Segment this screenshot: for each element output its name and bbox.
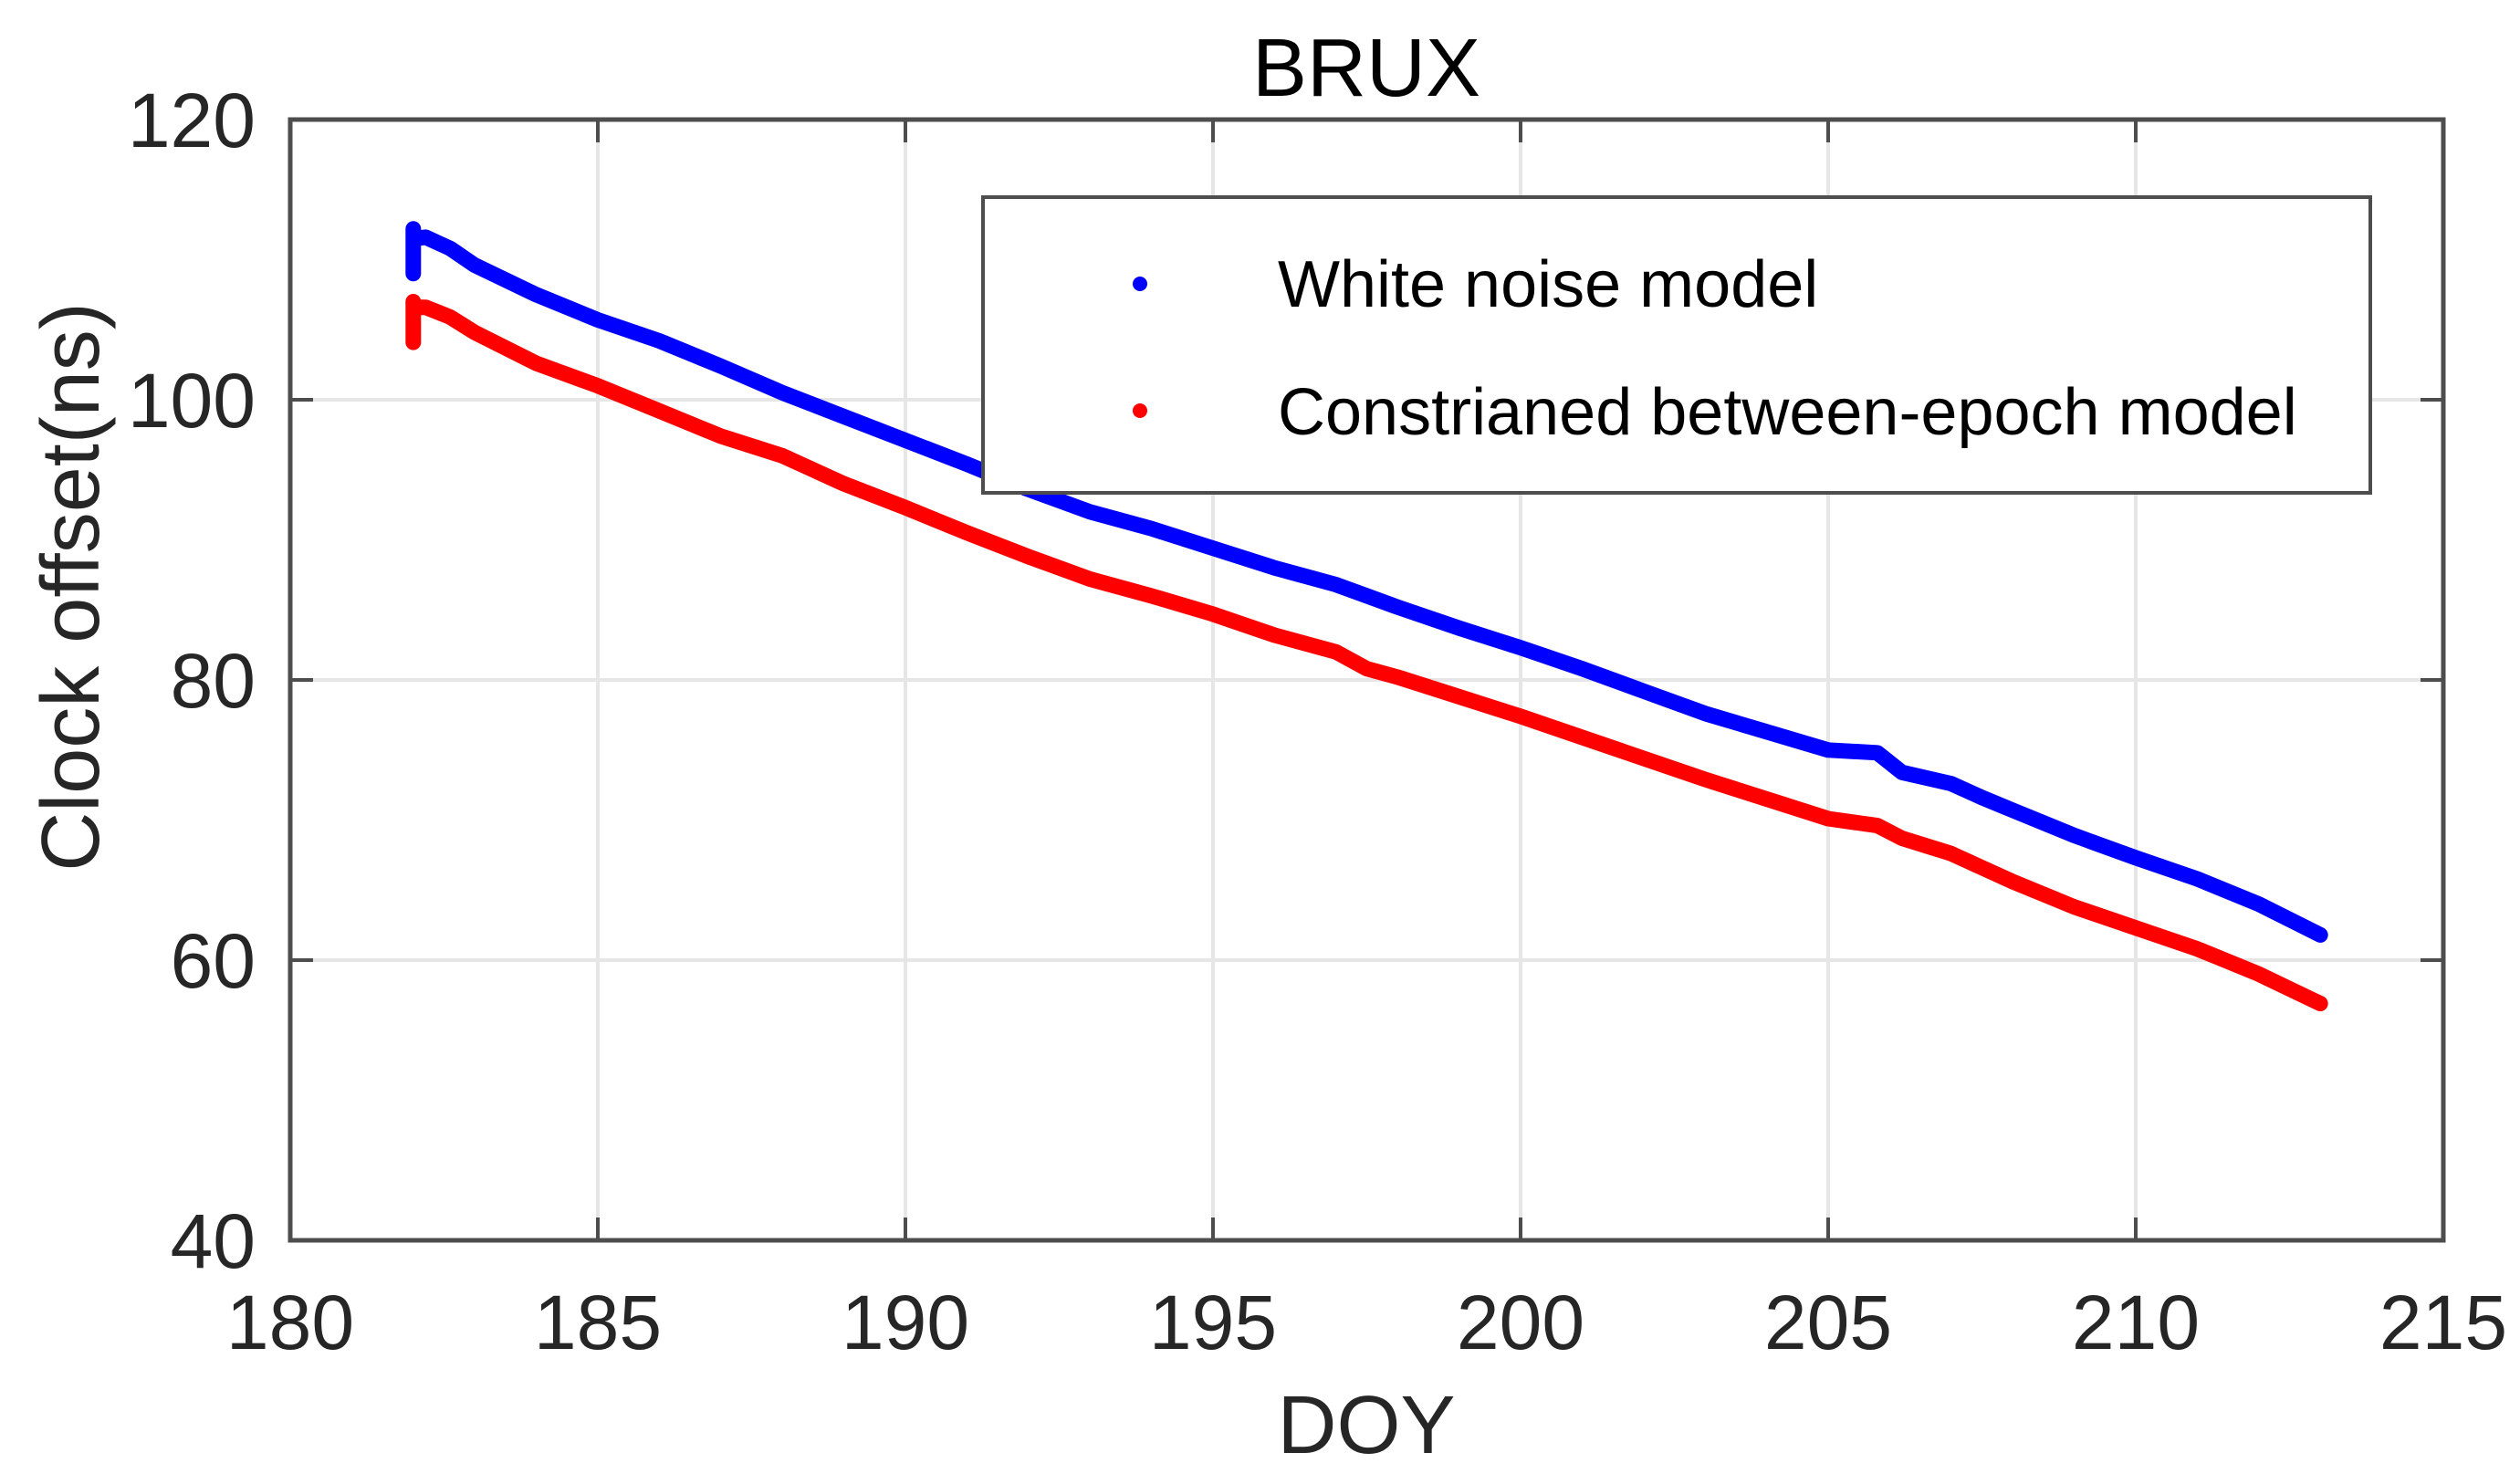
y-tick-label: 100	[128, 358, 256, 444]
x-tick-label: 200	[1457, 1280, 1584, 1365]
legend-label-constrained: Constrianed between-epoch model	[1278, 376, 2297, 449]
x-axis-tick-labels: 180 185 190 195 200 205 210 215	[226, 1280, 2507, 1365]
axis-ticks	[288, 118, 2445, 1242]
legend: White noise model Constrianed between-ep…	[981, 195, 2372, 495]
series-white-noise-model	[405, 221, 2328, 943]
x-tick-label: 195	[1149, 1280, 1277, 1365]
x-tick-label: 205	[1764, 1280, 1892, 1365]
y-axis-tick-labels: 40 60 80 100 120	[128, 78, 256, 1284]
legend-label-white-noise: White noise model	[1278, 248, 1818, 321]
y-axis-label: Clock offset(ns)	[26, 302, 117, 872]
x-tick-label: 215	[2379, 1280, 2507, 1365]
legend-box	[981, 195, 2372, 495]
legend-marker-constrained-icon	[1133, 403, 1147, 418]
x-tick-label: 180	[226, 1280, 354, 1365]
series-constrained-between-epoch-model	[405, 294, 2328, 1012]
data-series	[405, 221, 2328, 1012]
x-tick-label: 210	[2072, 1280, 2200, 1365]
y-tick-label: 80	[171, 638, 256, 724]
y-tick-label: 40	[171, 1198, 256, 1284]
x-tick-label: 185	[534, 1280, 662, 1365]
x-tick-label: 190	[842, 1280, 969, 1365]
x-axis-label: DOY	[1277, 1380, 1455, 1471]
y-tick-label: 60	[171, 918, 256, 1004]
chart-title: BRUX	[1252, 23, 1480, 114]
legend-marker-white-noise-icon	[1133, 277, 1147, 291]
y-tick-label: 120	[128, 78, 256, 163]
